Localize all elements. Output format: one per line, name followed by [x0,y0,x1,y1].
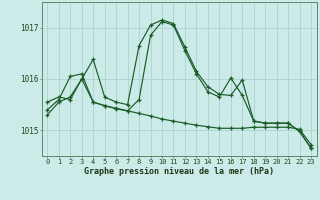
X-axis label: Graphe pression niveau de la mer (hPa): Graphe pression niveau de la mer (hPa) [84,167,274,176]
